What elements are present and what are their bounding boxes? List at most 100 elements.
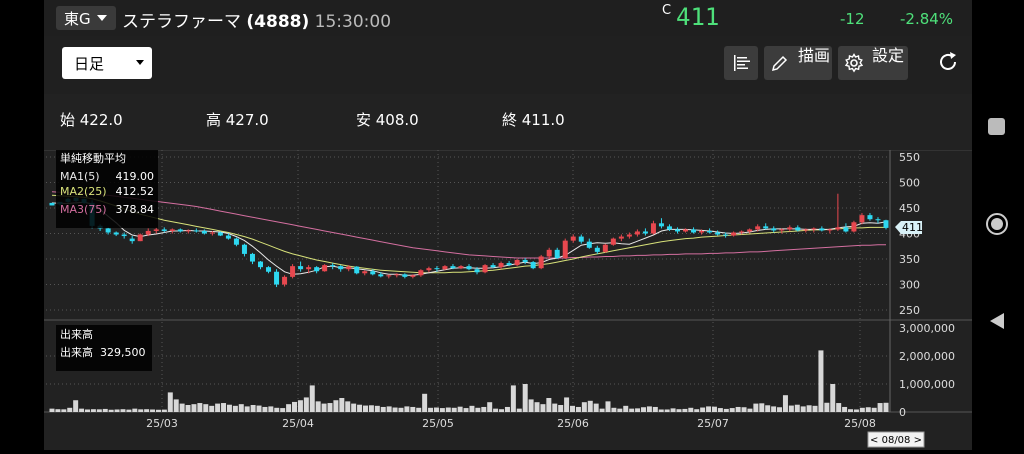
candle-body xyxy=(498,263,504,268)
volume-bar xyxy=(339,398,345,412)
volume-bar xyxy=(711,406,717,412)
refresh-icon[interactable] xyxy=(936,50,960,74)
ma2-value: 412.52 xyxy=(116,185,155,198)
volume-bar xyxy=(445,407,451,412)
ma1-value: 419.00 xyxy=(116,170,155,183)
candle-body xyxy=(699,230,705,233)
volume-bar xyxy=(629,408,635,412)
candle-body xyxy=(185,230,191,232)
candle-body xyxy=(867,215,873,220)
price-change-percent: -2.84% xyxy=(900,10,954,28)
candle-body xyxy=(779,229,785,231)
quote-header: 東G ステラファーマ (4888) 15:30:00 C 411 -12 -2.… xyxy=(44,0,972,36)
volume-bar xyxy=(581,402,587,412)
volume-bar xyxy=(469,405,475,412)
ma2-path xyxy=(51,194,886,274)
volume-bar xyxy=(463,408,469,412)
candle-body xyxy=(354,266,360,274)
ma2-label: MA2(25) xyxy=(60,185,107,198)
pencil-icon xyxy=(771,55,788,72)
current-price: 411 xyxy=(676,3,720,31)
close-value: 終 411.0 xyxy=(502,111,565,129)
volume-bar xyxy=(830,384,836,412)
volume-bar xyxy=(765,405,771,412)
candle-body xyxy=(121,234,127,237)
candle-body xyxy=(434,268,440,270)
candle-body xyxy=(835,227,841,230)
volume-bar xyxy=(640,407,646,412)
candle-body xyxy=(49,202,55,206)
volume-tick-label: 1,000,000 xyxy=(899,378,955,391)
volume-bar xyxy=(676,409,682,412)
volume-bar xyxy=(688,407,694,412)
candle-body xyxy=(875,219,881,221)
volume-bar xyxy=(753,403,759,412)
price-change: -12 xyxy=(840,10,865,28)
volume-bar xyxy=(670,408,676,412)
volume-bar xyxy=(853,409,859,412)
candle-body xyxy=(249,253,255,262)
settings-button[interactable]: 設定 xyxy=(838,46,908,80)
volume-bar xyxy=(386,406,392,412)
candle-body xyxy=(570,236,576,241)
volume-bar xyxy=(392,407,398,412)
volume-bar xyxy=(534,402,540,412)
volume-bar xyxy=(564,397,570,412)
price-tick-label: 500 xyxy=(899,177,920,190)
volume-bar xyxy=(587,400,593,412)
candle-body xyxy=(474,269,480,273)
candle-body xyxy=(418,270,424,276)
volume-bar xyxy=(540,404,546,412)
candle-body xyxy=(747,229,753,232)
volume-bar xyxy=(179,403,185,412)
draw-label: 描画 xyxy=(798,46,831,65)
volume-bar xyxy=(646,406,652,412)
candle-body xyxy=(386,275,392,277)
volume-bar xyxy=(108,409,114,412)
chart-area[interactable]: 550500450400350300250 3,000,0002,000,000… xyxy=(44,149,972,450)
volume-bar xyxy=(516,408,522,412)
volume-legend-title: 出来高 xyxy=(60,327,93,341)
volume-bar xyxy=(658,409,664,412)
candle-body xyxy=(763,226,769,229)
volume-bar xyxy=(759,403,765,412)
candle-body xyxy=(675,229,680,232)
candle-body xyxy=(666,226,672,230)
candle-body xyxy=(626,234,632,237)
candle-body xyxy=(258,261,263,268)
volume-bar xyxy=(280,408,286,412)
volume-bar xyxy=(818,350,824,412)
draw-button[interactable]: 描画 xyxy=(764,46,832,80)
exchange-selector[interactable]: 東G xyxy=(56,6,116,30)
candle-body xyxy=(338,266,344,270)
candle-body xyxy=(859,215,865,223)
stock-chart[interactable]: 550500450400350300250 3,000,0002,000,000… xyxy=(44,149,972,450)
volume-bar xyxy=(575,406,581,412)
last-price-tag: 411 xyxy=(895,221,923,234)
cursor-date-text: < 08/08 > xyxy=(870,435,922,446)
ma1-label: MA1(5) xyxy=(60,170,100,183)
candle-body xyxy=(819,228,825,231)
candle-body xyxy=(201,230,207,234)
candle-body xyxy=(739,231,745,233)
price-tick-label: 550 xyxy=(899,151,920,164)
android-nav-bar xyxy=(972,0,1024,450)
candle-body xyxy=(514,260,520,266)
volume-bar xyxy=(155,409,161,412)
candle-body xyxy=(241,244,247,254)
recents-icon[interactable] xyxy=(988,118,1005,135)
candle-body xyxy=(530,262,536,269)
indicator-list-button[interactable] xyxy=(724,46,758,80)
volume-bar xyxy=(865,407,871,412)
back-icon[interactable] xyxy=(987,311,1007,331)
cursor-date-box[interactable]: < 08/08 > xyxy=(867,431,925,448)
candle-body xyxy=(290,266,296,277)
period-select[interactable]: 日足 xyxy=(62,47,152,79)
candle-body xyxy=(370,271,376,275)
volume-bar xyxy=(717,408,723,412)
volume-bar xyxy=(238,404,244,412)
home-icon[interactable] xyxy=(985,212,1009,236)
volume-bar xyxy=(380,406,386,412)
volume-bar xyxy=(475,407,481,412)
